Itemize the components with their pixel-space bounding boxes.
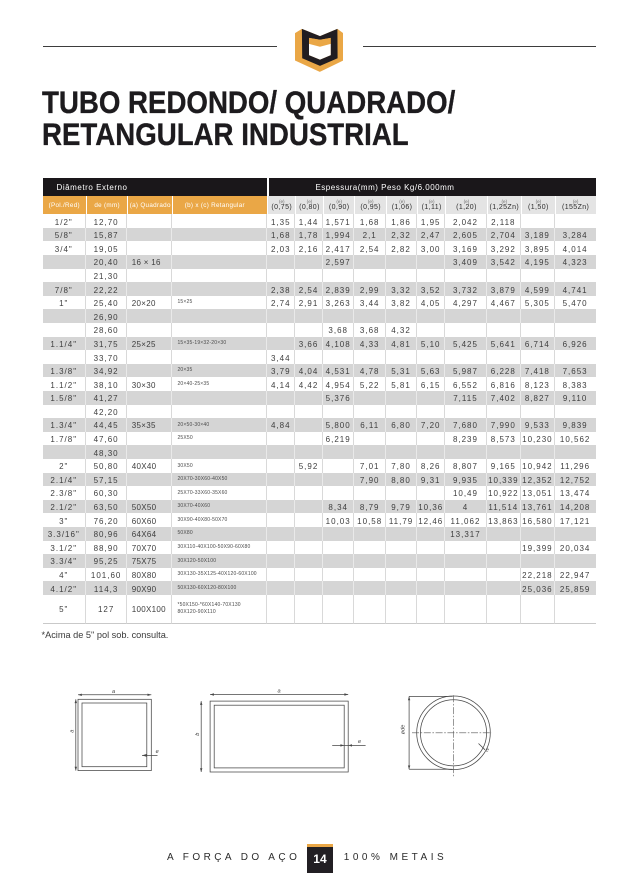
svg-text:e: e [486,748,489,754]
svg-text:a: a [278,688,281,694]
svg-text:øde: øde [401,725,407,735]
svg-text:a: a [69,730,75,733]
svg-text:a: a [112,689,115,695]
svg-text:e: e [358,739,361,745]
svg-text:b: b [195,733,201,736]
svg-text:e: e [156,749,159,755]
